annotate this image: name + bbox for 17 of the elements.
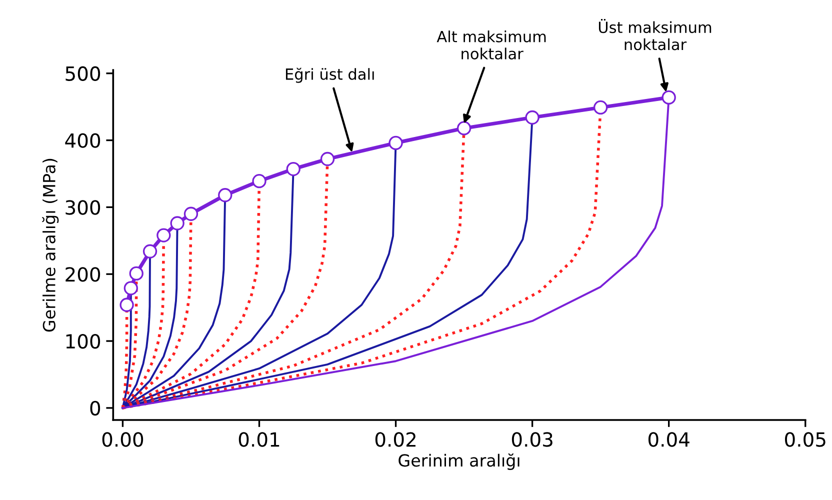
- y-tick-label: 100: [66, 334, 100, 349]
- y-tick-label: 500: [66, 66, 100, 82]
- y-axis-title: Gerilme aralığı (MPa): [42, 158, 59, 332]
- annotation: Üst maksimum noktalar: [598, 18, 712, 50]
- y-tick-label: 200: [66, 267, 100, 282]
- x-tick-label: 0.05: [785, 432, 826, 447]
- x-tick-label: 0.01: [238, 432, 280, 447]
- annotation: Alt maksimum noktalar: [436, 30, 546, 60]
- y-tick-label: 0: [90, 400, 100, 416]
- x-tick-label: 0.00: [102, 432, 144, 447]
- x-tick-label: 0.03: [512, 432, 552, 447]
- y-tick-label: 400: [65, 133, 100, 148]
- x-axis-title: Gerinim aralığı: [398, 453, 520, 470]
- x-tick-label: 0.04: [648, 432, 690, 447]
- x-tick-label: 0.02: [375, 432, 416, 447]
- y-tick-label: 300: [66, 200, 100, 215]
- annotation: Eğri üst dalı: [286, 68, 374, 83]
